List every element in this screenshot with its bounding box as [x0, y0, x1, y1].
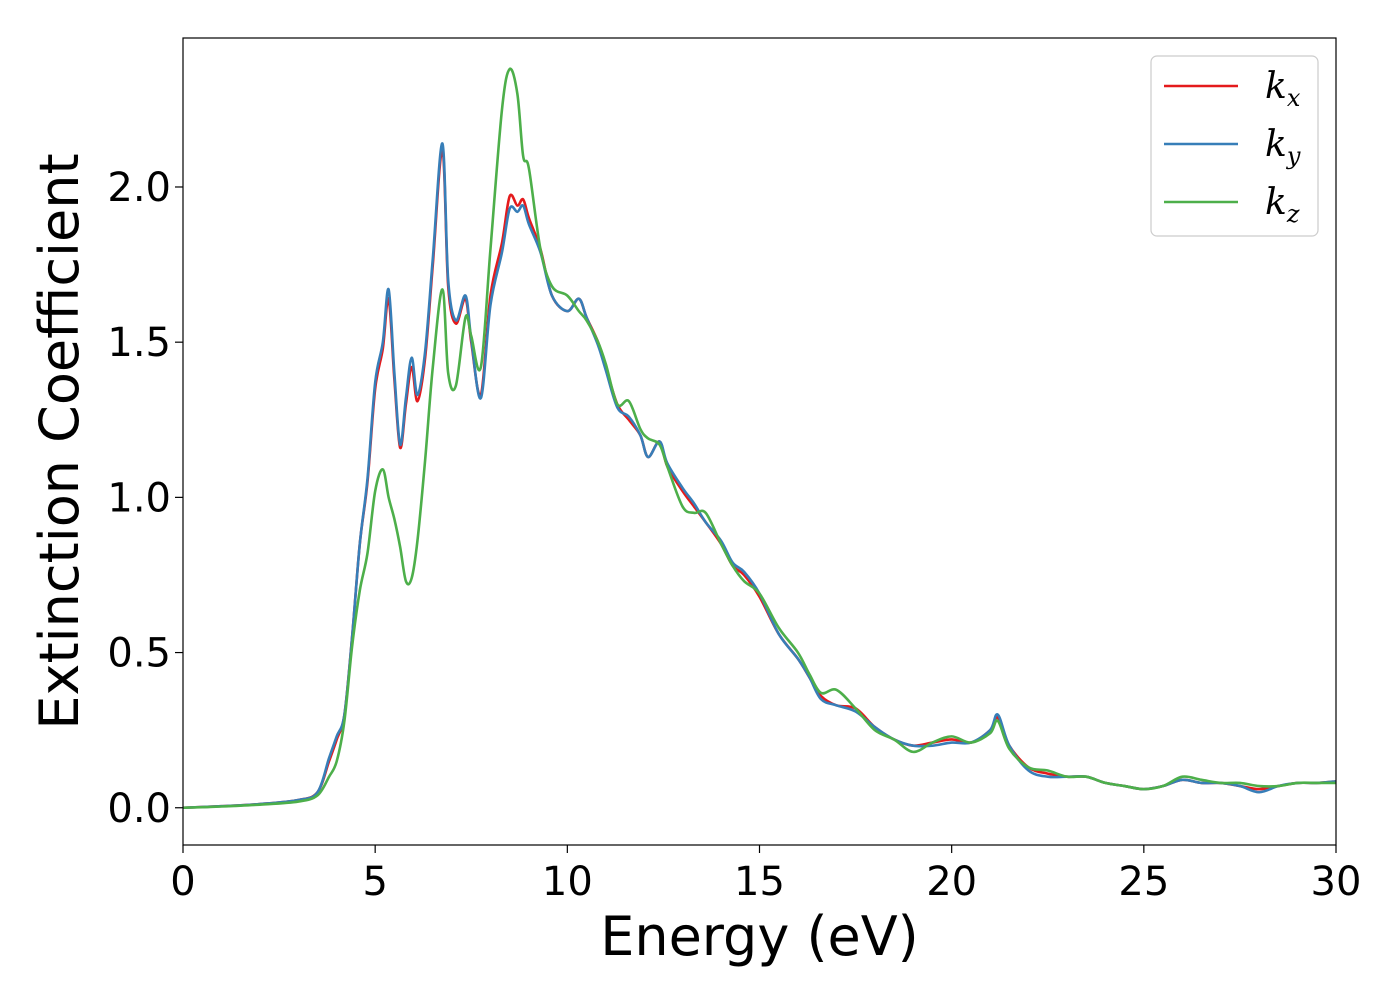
y-tick-label: 1.5: [107, 320, 171, 366]
x-tick-label: 30: [1311, 859, 1362, 905]
y-axis: 0.0 0.5 1.0 1.5 2.0: [107, 165, 183, 832]
y-tick-label: 0.5: [107, 631, 171, 677]
x-tick-label: 20: [926, 859, 977, 905]
legend-box: [1150, 55, 1319, 237]
x-tick-label: 10: [542, 859, 593, 905]
x-tick-label: 5: [362, 859, 387, 905]
y-tick-label: 1.0: [107, 475, 171, 521]
legend-label-x: kx: [1265, 66, 1301, 112]
x-axis: 0 5 10 15 20 25 30: [170, 845, 1361, 905]
series-layer: [182, 67, 1337, 810]
series-line-z: [182, 67, 1336, 810]
y-axis-title: Extinction Coefficient: [28, 153, 91, 729]
x-tick-label: 25: [1118, 859, 1169, 905]
legend-label-y: ky: [1265, 124, 1301, 170]
y-tick-label: 2.0: [107, 165, 171, 211]
legend-label-z: kz: [1265, 182, 1300, 228]
x-tick-label: 0: [170, 859, 195, 905]
series-line-y: [182, 142, 1337, 810]
legend: kx ky kz: [1150, 55, 1319, 237]
x-tick-label: 15: [734, 859, 785, 905]
y-tick-label: 0.0: [107, 786, 171, 832]
x-axis-title: Energy (eV): [600, 905, 919, 968]
